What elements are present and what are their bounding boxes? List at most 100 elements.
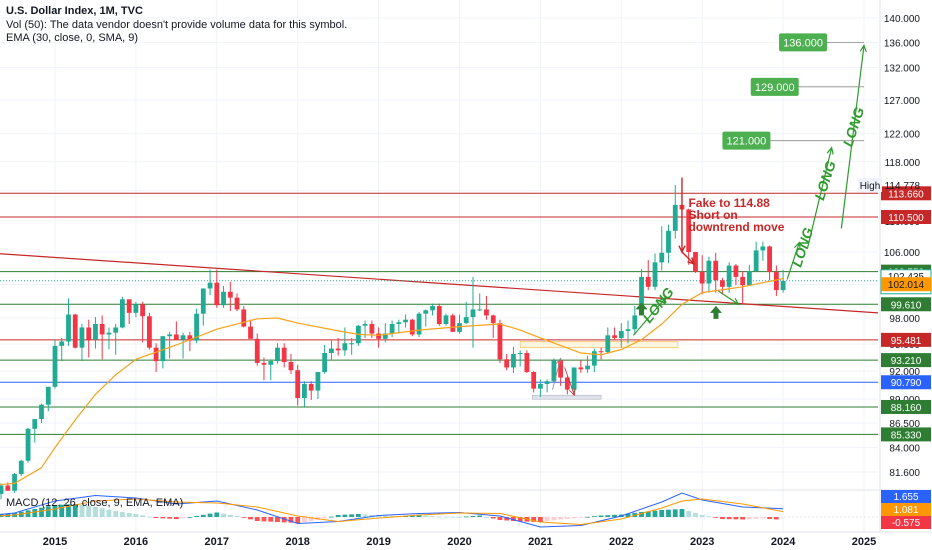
macd-line xyxy=(0,492,784,528)
candle xyxy=(558,358,564,386)
candle xyxy=(538,379,543,398)
macd-hist-bar xyxy=(329,516,334,518)
candle xyxy=(672,184,678,239)
macd-hist-bar xyxy=(457,517,462,518)
macd-hist-bar xyxy=(578,517,584,518)
candle-body xyxy=(349,343,355,345)
candle xyxy=(275,343,280,364)
macd-hist-bar xyxy=(221,513,226,517)
macd-hist-bar xyxy=(760,517,766,519)
candle-body xyxy=(740,276,746,286)
setup-annotation: Short on xyxy=(688,208,737,222)
macd-hist-bar xyxy=(571,517,577,519)
macd-hist-bar xyxy=(517,517,523,522)
demand-zone xyxy=(532,394,602,400)
macd-hist-bar xyxy=(59,504,65,517)
macd-hist-bar xyxy=(173,517,179,519)
candle xyxy=(645,259,651,291)
candle xyxy=(167,331,173,359)
candle-body xyxy=(119,299,125,328)
candle xyxy=(187,331,193,352)
candle xyxy=(578,360,584,373)
time-tick-label: 2021 xyxy=(528,536,552,548)
candle-body xyxy=(457,323,462,332)
macd-hist-bar xyxy=(376,515,381,517)
candle xyxy=(200,288,206,326)
high-value-text: 114.778 xyxy=(885,181,921,192)
candle-body xyxy=(544,381,550,385)
candle xyxy=(409,318,415,337)
candle-body xyxy=(227,291,233,298)
candle-body xyxy=(362,324,368,326)
long-arrow-3-head xyxy=(826,146,834,155)
time-tick-label: 2024 xyxy=(771,536,796,548)
macd-hist-bar xyxy=(679,509,685,517)
long-arrow-4-shaft xyxy=(840,45,865,229)
macd-hist-bar xyxy=(79,505,85,517)
long-arrow-4 xyxy=(840,44,867,229)
macd-hist-bar xyxy=(349,514,355,517)
candle-body xyxy=(531,372,537,389)
macd-hist-bar xyxy=(45,506,51,517)
high-tag-text: High xyxy=(860,181,881,192)
candle-body xyxy=(625,329,631,331)
candle xyxy=(66,298,71,346)
candle xyxy=(382,323,388,343)
macd-value-text: -0.575 xyxy=(892,518,921,529)
candle-body xyxy=(423,310,429,314)
candle xyxy=(389,320,395,338)
macd-hist-bar xyxy=(699,515,705,517)
long-arrow-2 xyxy=(786,241,801,280)
candle xyxy=(140,301,146,343)
price-tick-label: 118.000 xyxy=(885,158,921,169)
macd-hist-bar xyxy=(302,517,307,522)
candle xyxy=(591,348,597,373)
candle xyxy=(436,303,442,326)
macd-hist-bar xyxy=(463,516,469,518)
candle-body xyxy=(248,326,253,339)
macd-hist-bar xyxy=(436,516,442,518)
macd-hist-bar xyxy=(32,509,38,517)
candle-body xyxy=(430,306,435,311)
candle xyxy=(571,367,577,393)
candle-body xyxy=(645,276,651,287)
macd-hist-bar xyxy=(39,507,44,517)
level-badge xyxy=(881,297,931,312)
macd-hist-bar xyxy=(544,517,550,522)
dip-arrow-shaft xyxy=(564,367,575,396)
candle-body xyxy=(12,474,17,491)
supply-zone xyxy=(519,341,679,348)
price-tick-label: 84.000 xyxy=(889,444,920,455)
candle xyxy=(477,293,483,312)
candle xyxy=(25,427,31,463)
macd-hist-bar xyxy=(72,504,78,517)
up-marker-2 xyxy=(709,305,722,319)
candle-body xyxy=(686,209,692,252)
candle xyxy=(0,483,4,500)
candle-body xyxy=(5,485,11,491)
candle-body xyxy=(167,334,173,337)
macd-indicator-label[interactable]: MACD (12, 26, close, 9, EMA, EMA) xyxy=(6,497,184,509)
level-badge xyxy=(881,210,931,225)
macd-hist-bar xyxy=(477,515,483,517)
candle-body xyxy=(443,315,449,325)
candle xyxy=(497,319,503,363)
candle xyxy=(302,381,307,407)
candle xyxy=(52,339,58,389)
candle-body xyxy=(558,360,564,378)
candle-body xyxy=(416,313,422,335)
candle-body xyxy=(733,265,739,277)
macd-hist-bar xyxy=(241,517,247,518)
candle-body xyxy=(39,404,44,420)
ema-indicator-label[interactable]: EMA (30, close, 0, SMA, 9) xyxy=(6,32,139,44)
candle-body xyxy=(187,335,193,341)
candle xyxy=(355,324,361,346)
macd-hist-bar xyxy=(133,514,139,517)
macd-hist-bar xyxy=(234,516,240,517)
candle xyxy=(39,403,44,423)
macd-hist-bar xyxy=(558,517,564,520)
time-tick-label: 2017 xyxy=(205,536,229,548)
macd-hist-bar xyxy=(585,516,590,518)
macd-hist-bar xyxy=(598,515,604,517)
